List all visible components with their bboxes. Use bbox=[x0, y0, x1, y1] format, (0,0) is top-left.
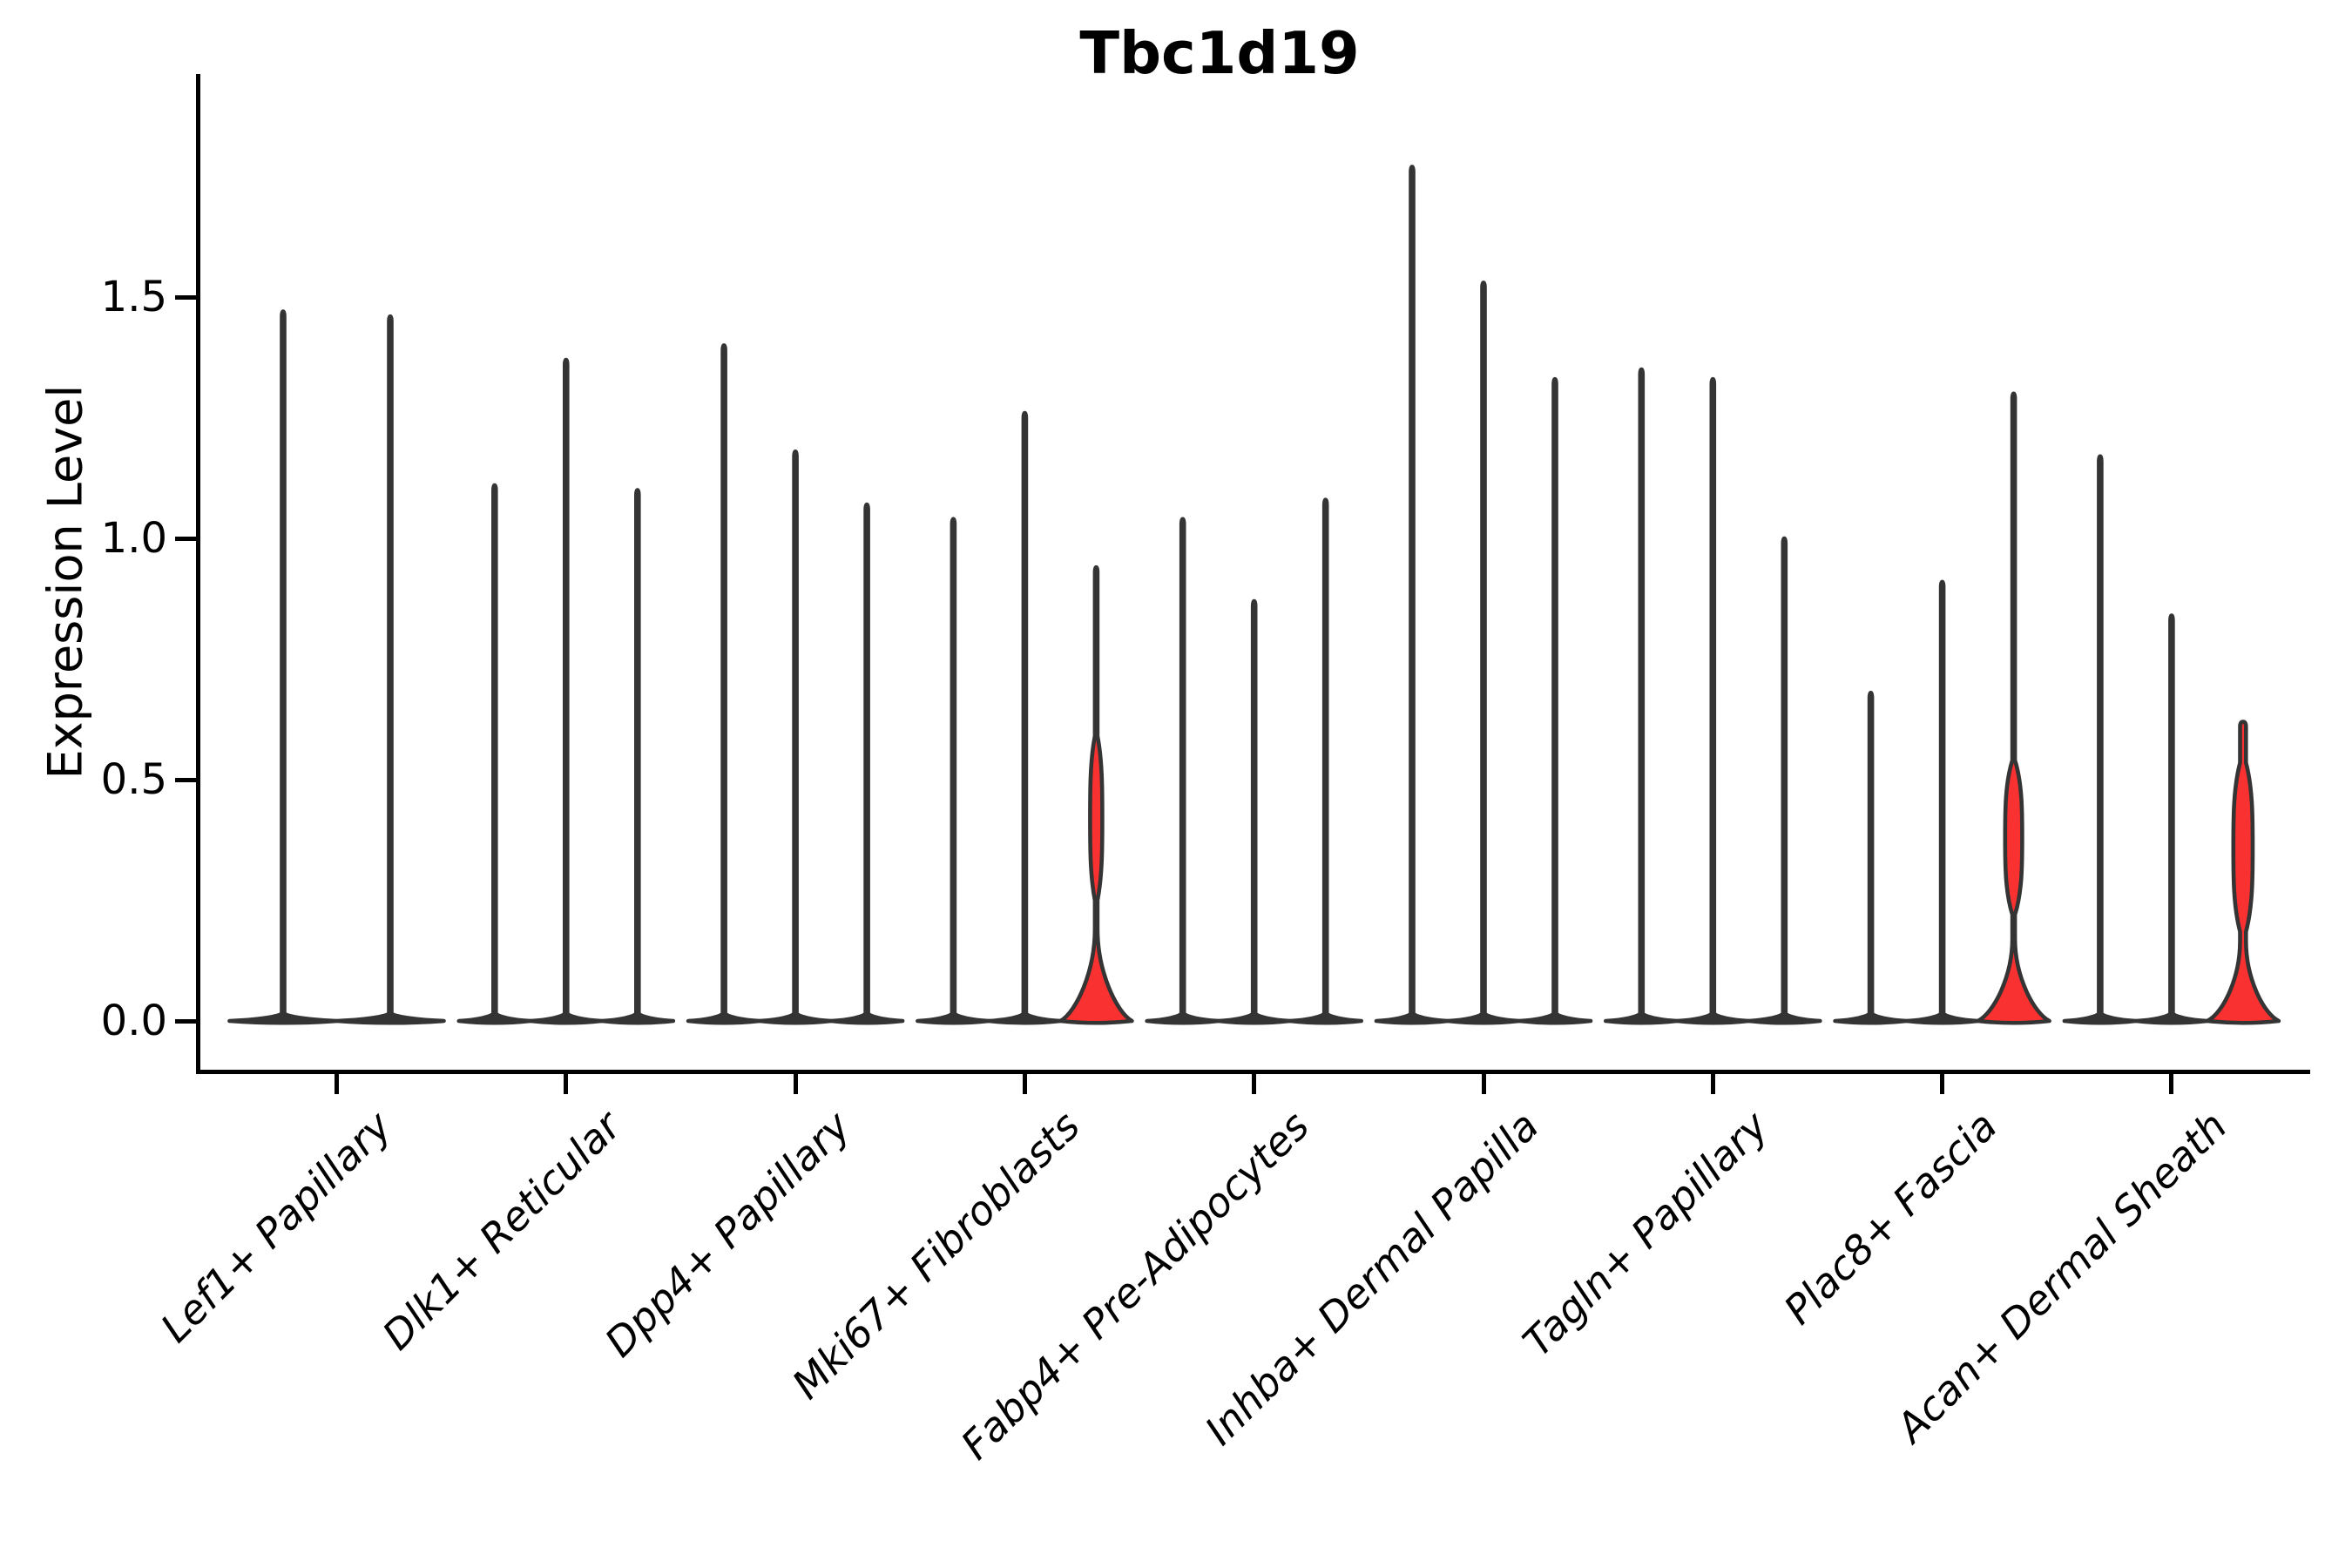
y-tick bbox=[175, 294, 196, 300]
violin bbox=[987, 410, 1063, 1025]
violin bbox=[599, 488, 676, 1025]
x-tick bbox=[2169, 1074, 2174, 1094]
y-tick-label: 0.0 bbox=[100, 997, 167, 1045]
x-tick bbox=[1710, 1074, 1715, 1094]
x-tick bbox=[1940, 1074, 1945, 1094]
x-tick bbox=[564, 1074, 569, 1094]
y-axis-spine bbox=[196, 74, 200, 1074]
y-tick-label: 0.5 bbox=[100, 755, 167, 804]
x-tick bbox=[793, 1074, 798, 1094]
violin-highlighted bbox=[1058, 564, 1134, 1025]
violin bbox=[2133, 613, 2210, 1025]
violin bbox=[1445, 280, 1522, 1025]
violin bbox=[528, 357, 605, 1025]
violin bbox=[1747, 536, 1822, 1025]
x-tick bbox=[335, 1074, 339, 1094]
y-tick bbox=[175, 536, 196, 541]
x-tick bbox=[1252, 1074, 1257, 1094]
x-tick bbox=[1022, 1074, 1027, 1094]
violin bbox=[828, 502, 905, 1025]
x-tick bbox=[1481, 1074, 1486, 1094]
violin bbox=[1374, 165, 1450, 1025]
violin bbox=[1904, 579, 1980, 1025]
violin bbox=[456, 483, 533, 1025]
y-tick bbox=[175, 777, 196, 782]
violin bbox=[1517, 376, 1593, 1025]
violin bbox=[1604, 367, 1680, 1025]
y-tick-label: 1.0 bbox=[100, 514, 167, 563]
violin bbox=[1288, 497, 1363, 1025]
plot-title: Tbc1d19 bbox=[1079, 19, 1360, 87]
violin-highlighted bbox=[1976, 391, 2051, 1025]
violin bbox=[686, 343, 762, 1025]
violin bbox=[227, 309, 339, 1025]
violin bbox=[1833, 691, 1909, 1025]
violin bbox=[2062, 454, 2139, 1025]
violin bbox=[1216, 598, 1292, 1025]
violin bbox=[335, 314, 446, 1025]
y-tick-label: 1.5 bbox=[100, 273, 167, 321]
x-axis-spine bbox=[196, 1070, 2310, 1074]
y-tick bbox=[175, 1018, 196, 1024]
violin-highlighted bbox=[2205, 720, 2281, 1025]
violin bbox=[1145, 517, 1220, 1025]
violin bbox=[916, 517, 991, 1025]
violin bbox=[757, 449, 834, 1025]
violin bbox=[1675, 376, 1751, 1025]
